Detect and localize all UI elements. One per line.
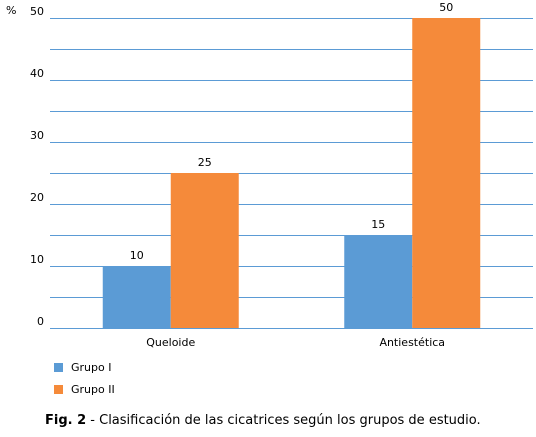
category-label-2: Antiestética bbox=[379, 336, 445, 349]
legend-swatch-grupo-ii bbox=[54, 385, 63, 394]
caption-text: - Clasificación de las cicatrices según … bbox=[86, 413, 481, 428]
labels: 0 10 20 30 40 50 10 25 Queloide 15 50 Antiestética bbox=[30, 1, 453, 349]
bar-chart: 010203040501025Queloide1550Antiestética … bbox=[6, 1, 533, 349]
legend-label-grupo-i: Grupo I bbox=[71, 361, 112, 374]
y-tick-label-40: 40 bbox=[30, 67, 44, 80]
y-tick-label-20: 20 bbox=[30, 191, 44, 204]
data-label-1-2: 15 bbox=[371, 218, 385, 231]
y-tick-label-0: 0 bbox=[37, 315, 44, 328]
y-tick-label-50: 50 bbox=[30, 5, 44, 18]
bar-1-1 bbox=[102, 266, 171, 328]
y-tick-label-10: 10 bbox=[30, 253, 44, 266]
data-label-1-1: 10 bbox=[130, 249, 144, 262]
caption-figure-number: Fig. 2 bbox=[45, 413, 87, 428]
category-label-1: Queloide bbox=[146, 336, 195, 349]
legend: Grupo I Grupo II bbox=[54, 361, 115, 406]
bar-1-2 bbox=[344, 235, 413, 328]
y-tick-label-30: 30 bbox=[30, 129, 44, 142]
legend-item-grupo-ii: Grupo II bbox=[54, 383, 115, 396]
legend-label-grupo-ii: Grupo II bbox=[71, 383, 115, 396]
data-label-2-2: 50 bbox=[439, 1, 453, 14]
figure-caption: Fig. 2 - Clasificación de las cicatrices… bbox=[45, 413, 481, 428]
legend-swatch-grupo-i bbox=[54, 363, 63, 372]
bar-2-2 bbox=[412, 18, 481, 328]
bar-2-1 bbox=[170, 173, 239, 328]
bars bbox=[102, 18, 481, 328]
y-axis-label: % bbox=[6, 4, 16, 17]
legend-item-grupo-i: Grupo I bbox=[54, 361, 115, 374]
data-label-2-1: 25 bbox=[198, 156, 212, 169]
